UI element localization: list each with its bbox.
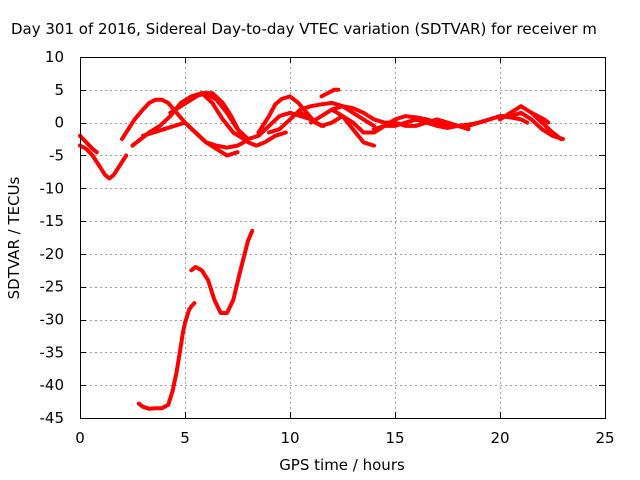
y-tick-label: -5	[49, 146, 64, 164]
y-tick-label: 0	[54, 114, 64, 132]
series-sat-g	[193, 91, 313, 141]
x-tick-label: 20	[490, 429, 509, 447]
series-sat-l	[319, 87, 341, 99]
y-tick-label: -15	[40, 212, 65, 230]
x-tick-label: 10	[280, 429, 299, 447]
series-sat-t	[189, 228, 255, 315]
y-tick-label: -20	[40, 245, 65, 263]
chart-title: Day 301 of 2016, Sidereal Day-to-day VTE…	[11, 20, 597, 38]
y-tick-label: -30	[40, 311, 65, 329]
series-sat-a	[78, 143, 129, 181]
x-tick-label: 5	[180, 429, 190, 447]
series-sat-s	[136, 301, 197, 411]
x-tick-label: 25	[595, 429, 614, 447]
y-tick-label: 10	[45, 48, 64, 66]
series-sat-c	[120, 97, 246, 150]
plot-frame	[80, 57, 606, 419]
x-tick-label: 0	[75, 429, 85, 447]
y-tick-label: -45	[40, 409, 65, 427]
series-sat-r	[529, 110, 551, 125]
tick-labels: 0 5 10 15 20 25 10 5 0 -5 -10 -15 -20 -25 -30 -35 -40 -45	[40, 48, 615, 447]
series-sat-e	[141, 120, 240, 158]
series-sat-b	[78, 133, 99, 155]
series-sat-p	[456, 114, 530, 128]
y-axis-label: SDTVAR / TECUs	[5, 176, 23, 299]
y-tick-label: -40	[40, 376, 65, 394]
y-tick-label: -25	[40, 278, 65, 296]
series-layer	[78, 87, 565, 411]
series-sat-i	[267, 100, 376, 135]
y-tick-label: -35	[40, 343, 65, 361]
x-tick-label: 15	[385, 429, 404, 447]
x-axis-label: GPS time / hours	[279, 456, 405, 474]
series-sat-k	[309, 107, 376, 148]
y-tick-label: -10	[40, 179, 65, 197]
y-tick-label: 5	[54, 81, 64, 99]
